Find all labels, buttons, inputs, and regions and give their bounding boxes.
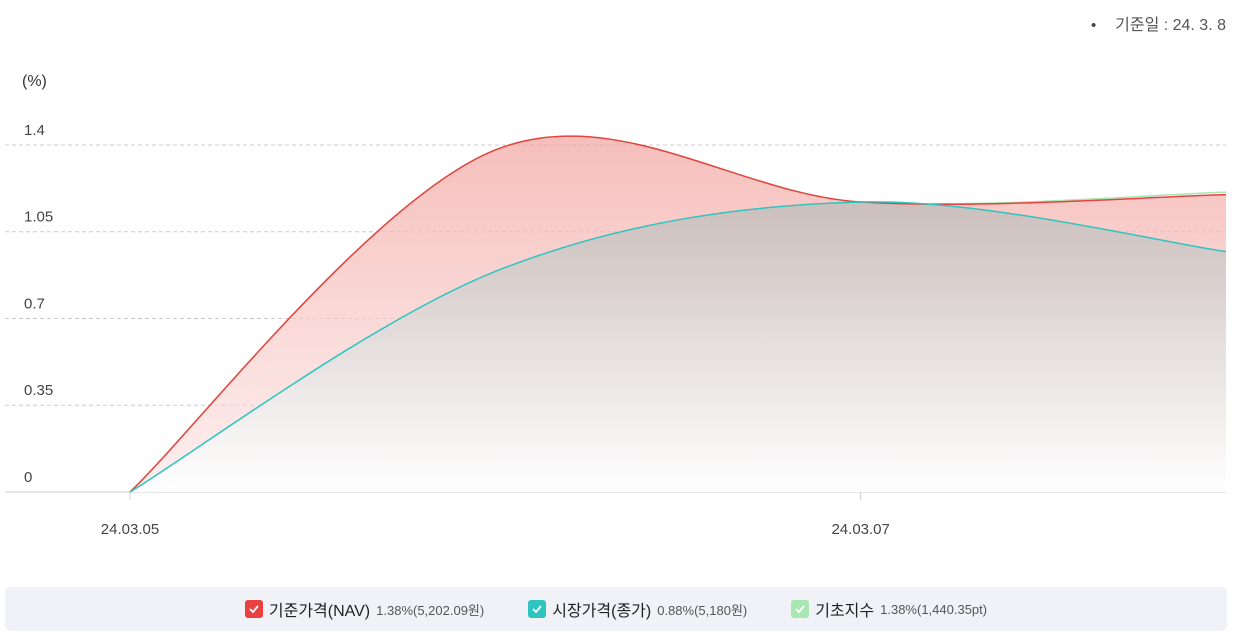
y-tick-label: 1.05 xyxy=(24,209,53,226)
x-tick-label: 24.03.07 xyxy=(831,521,889,538)
series-line xyxy=(129,201,1227,493)
date-label: 기준일 : 24. 3. 8 xyxy=(1115,16,1226,34)
y-tick-label: 0.35 xyxy=(24,382,53,399)
check-icon xyxy=(795,605,805,614)
legend-item[interactable]: 시장가격(종가) 0.88%(5,180원) xyxy=(528,597,747,621)
x-tick-label: 24.03.05 xyxy=(101,521,159,538)
y-tick-label: 1.4 xyxy=(24,122,45,139)
legend-item[interactable]: 기초지수 1.38%(1,440.35pt) xyxy=(791,597,987,621)
series-line xyxy=(129,135,1227,493)
legend-value: 1.38%(1,440.35pt) xyxy=(880,601,988,617)
legend-value: 0.88%(5,180원) xyxy=(657,602,748,618)
check-icon xyxy=(532,605,542,614)
legend-checkbox[interactable] xyxy=(791,600,810,618)
chart: • 기준일 : 24. 3. 8 (%) 0 0.35 0.7 1.05 1.4 24.0… xyxy=(5,16,1227,538)
legend-label: 기초지수 xyxy=(815,603,875,620)
y-tick-label: 0 xyxy=(24,469,32,486)
legend-checkbox[interactable] xyxy=(244,600,263,618)
check-icon xyxy=(249,605,259,614)
legend-label: 기준가격(NAV) xyxy=(268,603,371,620)
legend-value: 1.38%(5,202.09원) xyxy=(376,602,485,618)
y-tick-label: 0.7 xyxy=(24,295,45,312)
y-unit: (%) xyxy=(22,73,47,90)
legend-item[interactable]: 기준가격(NAV) 1.38%(5,202.09원) xyxy=(244,597,485,621)
legend-label: 시장가격(종가) xyxy=(552,603,652,620)
legend: 기준가격(NAV) 1.38%(5,202.09원) 시장가격(종가) 0.88%(5… xyxy=(5,587,1227,631)
bullet: • xyxy=(1091,17,1096,34)
area xyxy=(130,201,1226,492)
legend-checkbox[interactable] xyxy=(528,600,547,618)
